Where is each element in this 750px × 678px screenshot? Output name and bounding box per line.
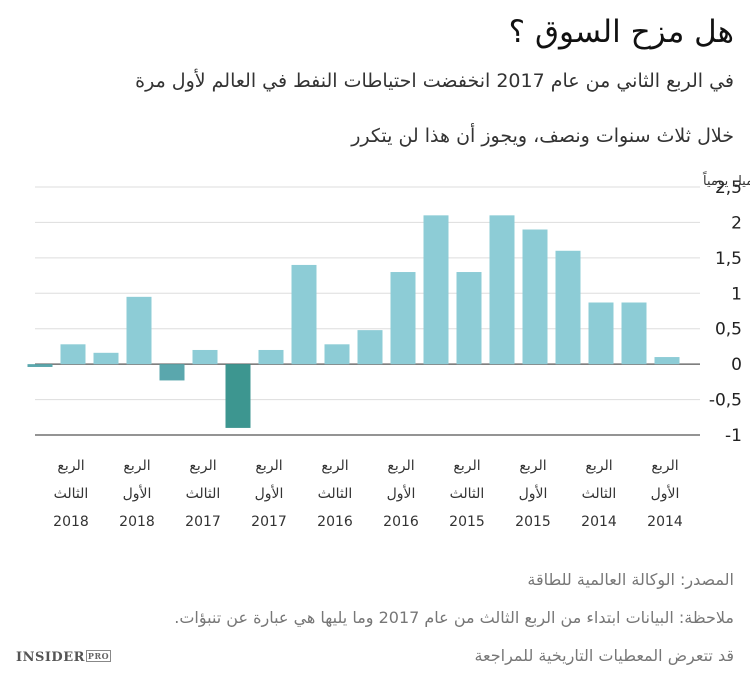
x-tick-label-line: 2014 xyxy=(647,514,683,530)
bar-2017-Q2 xyxy=(225,364,251,428)
x-tick-label-line: الثالث xyxy=(186,486,221,502)
x-tick-label-line: 2017 xyxy=(251,514,287,530)
chart-subtitle-line-2: خلال ثلاث سنوات ونصف، ويجوز أن هذا لن يت… xyxy=(351,125,734,147)
x-tick-label: الربع الأول 2017 xyxy=(251,458,287,530)
bar-2015-Q1 xyxy=(522,229,548,365)
x-tick-label-line: الثالث xyxy=(450,486,485,502)
x-tick-label: الربع الأول 2018 xyxy=(119,458,155,530)
x-tick-label: الربع الأول 2015 xyxy=(515,458,551,530)
y-tick-label: -1 xyxy=(725,426,742,446)
x-tick-label-line: الأول xyxy=(123,484,152,502)
bar-2016-Q1 xyxy=(390,272,416,365)
bar-2014-Q1 xyxy=(654,357,680,365)
insider-pro-logo: INSIDER PRO xyxy=(16,650,112,665)
bar-2018-Q2 xyxy=(93,352,119,365)
x-tick-label-line: الأول xyxy=(255,484,284,502)
x-tick-label-line: الربع xyxy=(123,458,150,474)
y-tick-label: 0 xyxy=(731,355,742,375)
x-tick-label-line: الثالث xyxy=(54,486,89,502)
y-tick-label: 1,5 xyxy=(715,249,742,269)
bar-2015-Q4 xyxy=(423,215,449,365)
x-tick-label-line: 2016 xyxy=(317,514,353,530)
x-tick-label-line: الربع xyxy=(189,458,216,474)
bar-2018-Q3 xyxy=(60,344,86,365)
source-note: المصدر: الوكالة العالمية للطاقة xyxy=(527,570,734,589)
y-tick-label: 2,5 xyxy=(715,178,742,198)
x-tick-label-line: 2017 xyxy=(185,514,221,530)
bar-chart: 2,5 2 1,5 1 0,5 0 -0,5 -1 مليار برميل يومياً الرب… xyxy=(27,171,750,530)
bar-2017-Q3 xyxy=(192,349,218,365)
bar-2017-Q4 xyxy=(159,364,185,381)
x-tick-label-line: الأول xyxy=(387,484,416,502)
bar-2017-Q1 xyxy=(258,349,284,365)
bar-2014-Q3 xyxy=(588,302,614,365)
x-tick-label: الربع الثالث 2018 xyxy=(53,458,89,530)
y-tick-label: 0,5 xyxy=(715,320,742,340)
x-tick-label-line: الأول xyxy=(651,484,680,502)
bar-2018-Q4 xyxy=(27,364,53,367)
bar-2014-Q4 xyxy=(555,250,581,365)
bar-2016-Q3 xyxy=(324,344,350,365)
x-tick-label: الربع الثالث 2016 xyxy=(317,458,353,530)
x-tick-label-line: 2018 xyxy=(53,514,89,530)
x-tick-label: الربع الثالث 2015 xyxy=(449,458,485,530)
x-tick-label-line: 2018 xyxy=(119,514,155,530)
bar-2016-Q4 xyxy=(291,264,317,365)
x-tick-label: الربع الأول 2014 xyxy=(647,458,683,530)
bar-2016-Q2 xyxy=(357,330,383,365)
chart-subtitle-line-1: في الربع الثاني من عام 2017 انخفضت احتيا… xyxy=(135,70,734,92)
x-tick-label-line: الربع xyxy=(651,458,678,474)
x-tick-label-line: الثالث xyxy=(318,486,353,502)
x-tick-label-line: 2016 xyxy=(383,514,419,530)
x-tick-label-line: الربع xyxy=(255,458,282,474)
x-tick-label-line: الربع xyxy=(57,458,84,474)
x-tick-label-line: الربع xyxy=(519,458,546,474)
bar-2015-Q3 xyxy=(456,272,482,365)
bar-2018-Q1 xyxy=(126,296,152,365)
forecast-note: ملاحظة: البيانات ابتداء من الربع الثالث … xyxy=(174,608,734,627)
x-tick-label-line: الربع xyxy=(453,458,480,474)
y-tick-label: -0,5 xyxy=(709,391,742,411)
x-tick-label-line: 2014 xyxy=(581,514,617,530)
x-tick-label-line: الربع xyxy=(387,458,414,474)
x-tick-label-line: الأول xyxy=(519,484,548,502)
x-tick-label-line: 2015 xyxy=(515,514,551,530)
bar-2015-Q2 xyxy=(489,215,515,365)
x-tick-label-line: الثالث xyxy=(582,486,617,502)
x-tick-label: الربع الثالث 2014 xyxy=(581,458,617,530)
revision-note: قد تتعرض المعطيات التاريخية للمراجعة xyxy=(474,646,734,665)
x-tick-label-line: الربع xyxy=(321,458,348,474)
x-tick-label: الربع الثالث 2017 xyxy=(185,458,221,530)
chart-title: هل مزح السوق ؟ xyxy=(508,14,734,50)
x-tick-label-line: الربع xyxy=(585,458,612,474)
bar-2014-Q2 xyxy=(621,302,647,365)
x-tick-label-line: 2015 xyxy=(449,514,485,530)
x-tick-label: الربع الأول 2016 xyxy=(383,458,419,530)
y-tick-label: 2 xyxy=(731,213,742,233)
y-axis-label: مليار برميل يومياً xyxy=(703,171,750,189)
y-tick-label: 1 xyxy=(731,284,742,304)
